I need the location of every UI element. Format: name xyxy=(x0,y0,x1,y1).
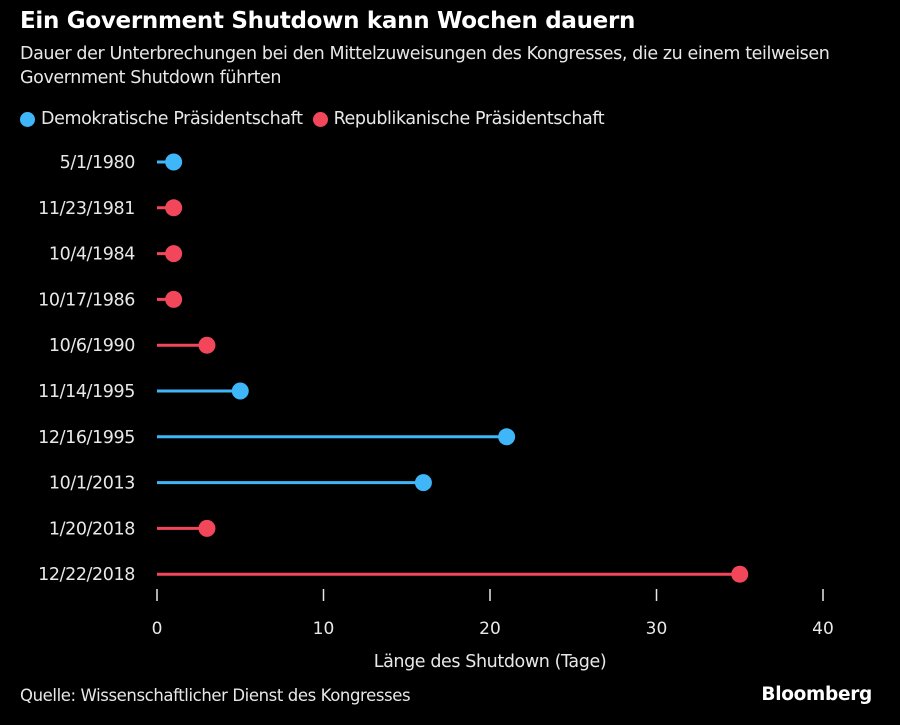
data-row: 12/16/1995 xyxy=(38,428,516,448)
data-row: 10/1/2013 xyxy=(49,474,432,494)
lollipop-point xyxy=(198,519,216,537)
legend-item-republican: Republikanische Präsidentschaft xyxy=(312,109,605,129)
bloomberg-logo: Bloomberg xyxy=(761,684,872,705)
data-row: 11/23/1981 xyxy=(38,199,183,219)
category-label: 11/23/1981 xyxy=(38,199,135,219)
lollipop-point xyxy=(731,565,749,583)
category-label: 10/4/1984 xyxy=(49,245,135,265)
data-row: 10/6/1990 xyxy=(49,336,216,356)
x-tick-label: 30 xyxy=(646,619,668,639)
legend: Demokratische Präsidentschaft Republikan… xyxy=(20,109,614,129)
data-row: 1/20/2018 xyxy=(49,519,216,539)
category-label: 10/6/1990 xyxy=(49,336,135,356)
legend-item-democratic: Demokratische Präsidentschaft xyxy=(20,109,303,129)
category-label: 10/1/2013 xyxy=(49,474,135,494)
x-tick-label: 10 xyxy=(313,619,335,639)
lollipop-point xyxy=(165,153,183,171)
chart-title: Ein Government Shutdown kann Wochen daue… xyxy=(20,8,636,34)
x-axis-title: Länge des Shutdown (Tage) xyxy=(374,652,607,672)
legend-swatch-democratic xyxy=(20,111,35,127)
legend-label-republican: Republikanische Präsidentschaft xyxy=(333,109,605,129)
category-label: 12/22/2018 xyxy=(38,565,135,585)
lollipop-point xyxy=(165,199,183,217)
source-note: Quelle: Wissenschaftlicher Dienst des Ko… xyxy=(20,686,411,705)
category-label: 10/17/1986 xyxy=(38,290,135,310)
category-label: 1/20/2018 xyxy=(49,519,135,539)
data-row: 12/22/2018 xyxy=(38,565,749,585)
x-tick-label: 0 xyxy=(152,619,163,639)
data-row: 5/1/1980 xyxy=(60,153,183,173)
lollipop-point xyxy=(414,474,432,492)
legend-label-democratic: Demokratische Präsidentschaft xyxy=(41,109,303,129)
lollipop-point xyxy=(231,382,249,400)
lollipop-point xyxy=(165,290,183,308)
lollipop-point xyxy=(498,428,516,446)
data-row: 10/17/1986 xyxy=(38,290,183,310)
x-tick-label: 40 xyxy=(812,619,834,639)
category-label: 11/14/1995 xyxy=(38,382,135,402)
lollipop-point xyxy=(198,336,216,354)
lollipop-point xyxy=(165,245,183,263)
data-row: 10/4/1984 xyxy=(49,245,183,265)
category-label: 5/1/1980 xyxy=(60,153,135,173)
legend-swatch-republican xyxy=(312,111,328,127)
category-label: 12/16/1995 xyxy=(38,428,135,448)
x-tick-label: 20 xyxy=(479,619,501,639)
chart-subtitle: Dauer der Unterbrechungen bei den Mittel… xyxy=(20,44,830,88)
data-row: 11/14/1995 xyxy=(38,382,249,402)
